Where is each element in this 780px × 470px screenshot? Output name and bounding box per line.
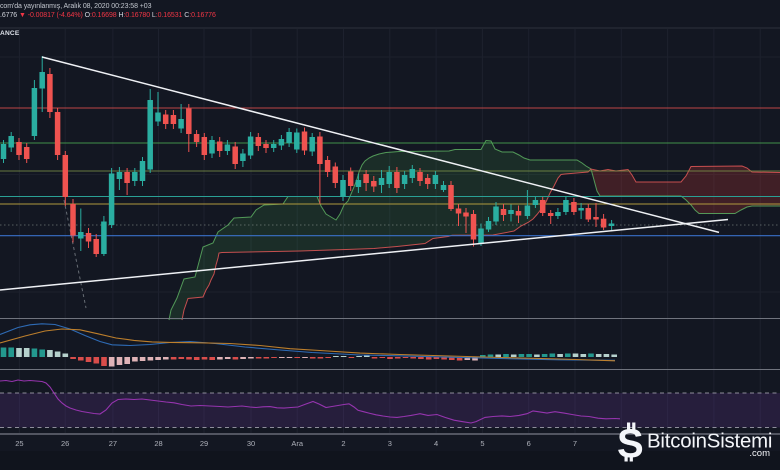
svg-text:26: 26 xyxy=(61,439,69,448)
svg-text:30: 30 xyxy=(247,439,255,448)
svg-text:25: 25 xyxy=(15,439,23,448)
svg-text:29: 29 xyxy=(200,439,208,448)
svg-text:S: S xyxy=(617,422,644,466)
svg-text:27: 27 xyxy=(109,439,117,448)
svg-text:4: 4 xyxy=(434,439,438,448)
svg-text:7: 7 xyxy=(573,439,577,448)
svg-text:28: 28 xyxy=(154,439,162,448)
svg-text:3: 3 xyxy=(388,439,392,448)
svg-text:BitcoinSistemi: BitcoinSistemi xyxy=(647,431,772,453)
svg-text:.com: .com xyxy=(749,448,770,459)
svg-text:6: 6 xyxy=(527,439,531,448)
svg-text:5: 5 xyxy=(480,439,484,448)
svg-text:Ara: Ara xyxy=(291,439,304,448)
svg-text:2: 2 xyxy=(341,439,345,448)
